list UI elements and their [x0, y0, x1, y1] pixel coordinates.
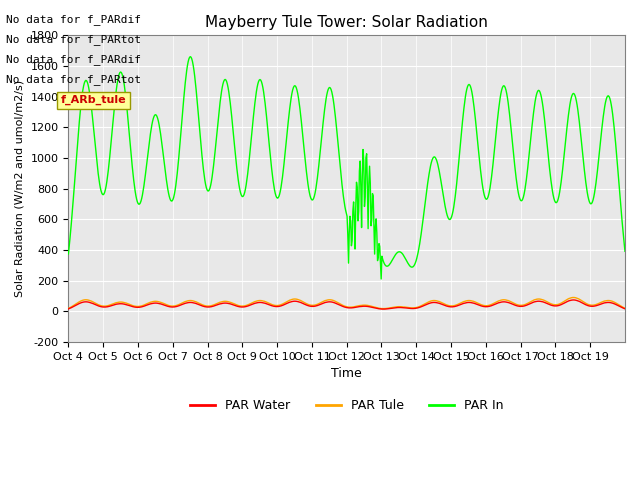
Legend: PAR Water, PAR Tule, PAR In: PAR Water, PAR Tule, PAR In [186, 394, 508, 417]
X-axis label: Time: Time [332, 367, 362, 380]
Title: Mayberry Tule Tower: Solar Radiation: Mayberry Tule Tower: Solar Radiation [205, 15, 488, 30]
Text: No data for f_PARdif: No data for f_PARdif [6, 13, 141, 24]
Text: No data for f_PARtot: No data for f_PARtot [6, 74, 141, 85]
Y-axis label: Solar Radiation (W/m2 and umol/m2/s): Solar Radiation (W/m2 and umol/m2/s) [15, 80, 25, 297]
Text: f_ARb_tule: f_ARb_tule [61, 95, 127, 106]
Text: No data for f_PARtot: No data for f_PARtot [6, 34, 141, 45]
Text: No data for f_PARdif: No data for f_PARdif [6, 54, 141, 65]
